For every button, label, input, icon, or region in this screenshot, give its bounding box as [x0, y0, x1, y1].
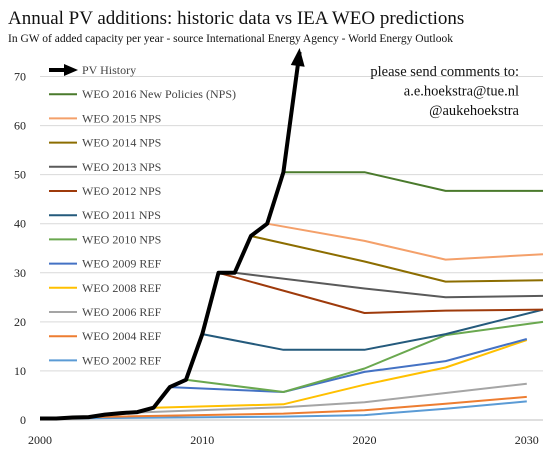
history-arrowhead	[290, 48, 305, 67]
legend-label: WEO 2002 REF	[82, 353, 162, 367]
x-tick-label: 2000	[28, 433, 52, 447]
legend-item: WEO 2012 NPS	[49, 184, 161, 198]
legend-item: WEO 2014 NPS	[49, 136, 161, 150]
legend-item: WEO 2013 NPS	[49, 160, 161, 174]
legend-label: WEO 2006 REF	[82, 305, 162, 319]
legend-label: WEO 2012 NPS	[82, 184, 161, 198]
legend-item: WEO 2016 New Policies (NPS)	[49, 87, 236, 101]
y-tick-label: 20	[14, 315, 26, 329]
note-line: @aukehoekstra	[429, 103, 519, 119]
legend-item: PV History	[49, 63, 136, 77]
legend-item: WEO 2004 REF	[49, 329, 162, 343]
chart-title: Annual PV additions: historic data vs IE…	[8, 8, 464, 29]
legend-arrow-icon	[64, 64, 78, 76]
y-tick-label: 70	[14, 70, 26, 84]
series-line-2	[267, 222, 544, 261]
legend-item: WEO 2009 REF	[49, 257, 162, 271]
y-tick-label: 50	[14, 168, 26, 182]
legend-label: WEO 2008 REF	[82, 281, 162, 295]
note-line: please send comments to:	[370, 64, 519, 80]
series-line-0	[40, 51, 302, 421]
series-line-7	[185, 320, 544, 393]
x-tick-label: 2010	[190, 433, 214, 447]
y-tick-label: 0	[20, 413, 26, 427]
comments-note: please send comments to: a.e.hoekstra@tue…	[370, 64, 519, 119]
y-tick-label: 30	[14, 266, 26, 280]
y-tick-label: 60	[14, 119, 26, 133]
x-tick-label: 2030	[515, 433, 539, 447]
legend-item: WEO 2008 REF	[49, 281, 162, 295]
series-line-1	[283, 171, 543, 192]
legend-label: WEO 2016 New Policies (NPS)	[82, 87, 236, 101]
legend-label: WEO 2009 REF	[82, 257, 162, 271]
series-layer	[40, 48, 544, 421]
legend: PV History WEO 2016 New Policies (NPS) WEO…	[49, 63, 236, 367]
series-line-4	[234, 271, 544, 299]
legend-label: PV History	[82, 63, 136, 77]
series-line-10	[121, 382, 527, 415]
legend-item: WEO 2015 NPS	[49, 111, 161, 125]
legend-label: WEO 2014 NPS	[82, 136, 161, 150]
chart-subtitle: In GW of added capacity per year - sourc…	[8, 33, 453, 45]
legend-label: WEO 2004 REF	[82, 329, 162, 343]
legend-item: WEO 2011 NPS	[49, 208, 161, 222]
series-line-11	[88, 395, 527, 419]
series-line-9	[153, 339, 528, 409]
series-line-5	[218, 271, 544, 314]
series-line-6	[202, 308, 544, 351]
y-tick-label: 10	[14, 364, 26, 378]
legend-item: WEO 2006 REF	[49, 305, 162, 319]
legend-item: WEO 2002 REF	[49, 353, 162, 367]
series-line-3	[250, 235, 544, 283]
note-line: a.e.hoekstra@tue.nl	[404, 84, 519, 100]
legend-label: WEO 2013 NPS	[82, 160, 161, 174]
x-tick-label: 2020	[353, 433, 377, 447]
series-line-12	[56, 400, 527, 420]
legend-label: WEO 2015 NPS	[82, 111, 161, 125]
legend-item: WEO 2010 NPS	[49, 232, 161, 246]
y-tick-label: 40	[14, 217, 26, 231]
legend-label: WEO 2011 NPS	[82, 208, 161, 222]
legend-label: WEO 2010 NPS	[82, 232, 161, 246]
series-line-8	[169, 338, 528, 393]
